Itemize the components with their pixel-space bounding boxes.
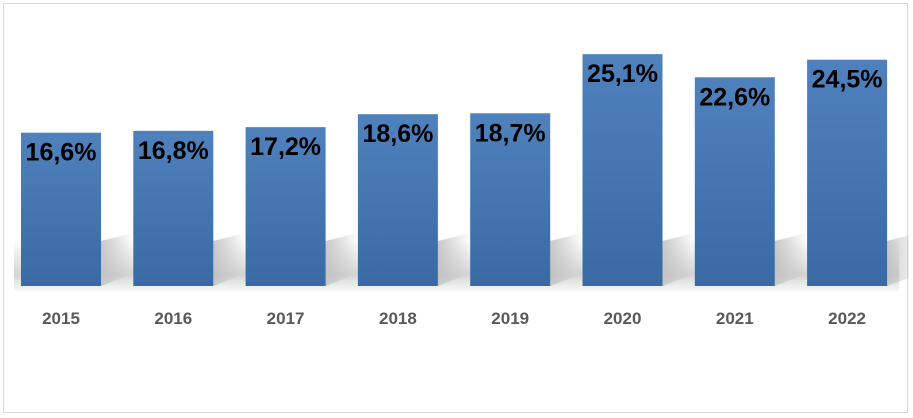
data-label-2020: 25,1% bbox=[587, 60, 658, 88]
bar-shadow bbox=[437, 233, 470, 286]
data-label-2022: 24,5% bbox=[812, 66, 883, 94]
tick-label-2016: 2016 bbox=[154, 309, 192, 328]
x-axis-tick-labels: 2015 2016 2017 2018 2019 2020 2021 2022 bbox=[42, 309, 866, 328]
tick-label-2019: 2019 bbox=[491, 309, 529, 328]
data-label-2019: 18,7% bbox=[475, 119, 546, 147]
tick-label-2020: 2020 bbox=[604, 309, 642, 328]
bar-shadow bbox=[101, 233, 133, 286]
bar-shadow bbox=[662, 233, 695, 286]
tick-label-2017: 2017 bbox=[267, 309, 305, 328]
tick-label-2018: 2018 bbox=[379, 309, 417, 328]
bar-shadow bbox=[887, 235, 909, 286]
bar-shadow bbox=[325, 233, 358, 286]
bar-2015 bbox=[21, 132, 101, 286]
tick-label-2021: 2021 bbox=[716, 309, 754, 328]
bar-chart: 16,6% 16,8% 17,2% 18,6% 18,7% 25,1% 22,6% 24,5%… bbox=[14, 54, 909, 328]
data-label-2017: 17,2% bbox=[250, 133, 321, 161]
bar-2017 bbox=[245, 127, 326, 286]
bar-shadow bbox=[774, 233, 807, 286]
bars bbox=[21, 54, 888, 287]
tick-label-2015: 2015 bbox=[42, 309, 80, 328]
bar-2018 bbox=[357, 114, 438, 286]
bar-2021 bbox=[694, 77, 775, 286]
chart-frame: 16,6% 16,8% 17,2% 18,6% 18,7% 25,1% 22,6% 24,5%… bbox=[3, 3, 909, 413]
data-label-2018: 18,6% bbox=[362, 120, 433, 148]
bar-2019 bbox=[470, 113, 551, 286]
bar-shadow bbox=[213, 233, 246, 286]
bar-2016 bbox=[133, 130, 214, 286]
tick-label-2022: 2022 bbox=[828, 309, 866, 328]
data-label-2015: 16,6% bbox=[26, 139, 97, 167]
data-label-2016: 16,8% bbox=[138, 137, 209, 165]
bar-2022 bbox=[807, 59, 888, 286]
data-label-2021: 22,6% bbox=[699, 83, 770, 111]
bar-shadow bbox=[550, 233, 583, 286]
bar-2020 bbox=[582, 54, 663, 287]
data-labels: 16,6% 16,8% 17,2% 18,6% 18,7% 25,1% 22,6% 24,5% bbox=[26, 60, 883, 167]
